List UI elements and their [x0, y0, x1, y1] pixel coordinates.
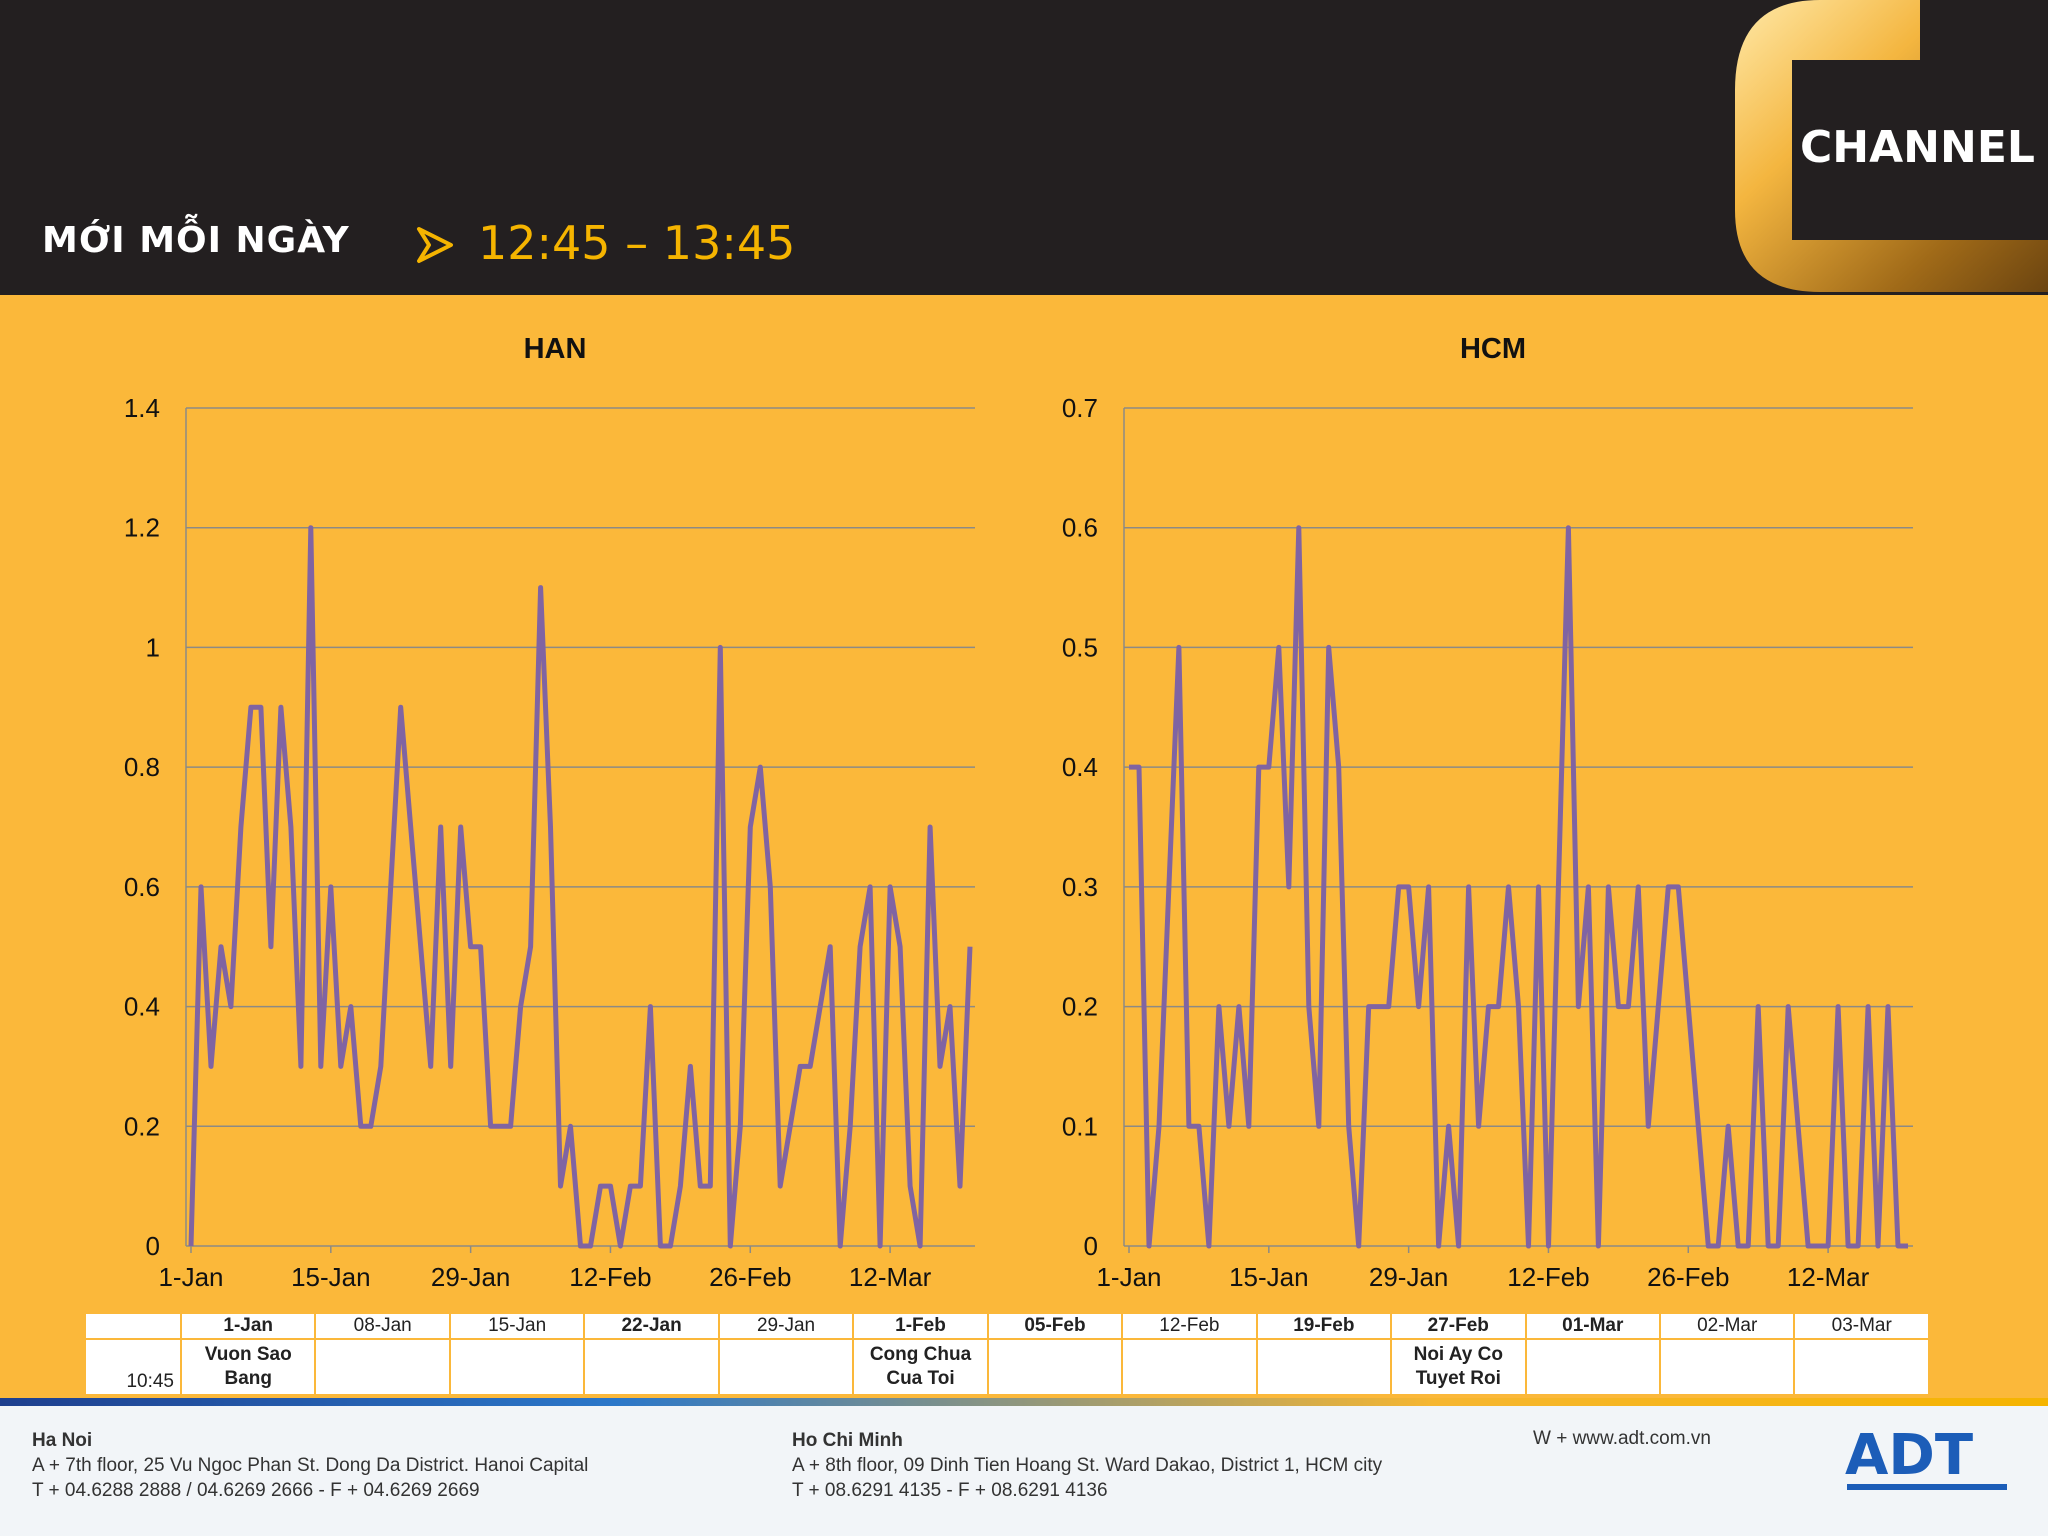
schedule-program-cell — [1793, 1338, 1930, 1396]
charts-area: HAN 0 0.2 0.4 0.6 0.8 1 1.2 1.4 1-Jan 15-Jan 29-Jan… — [124, 333, 1913, 1292]
schedule-date-cell: 22-Jan — [583, 1312, 720, 1340]
schedule-program-cell — [717, 1338, 855, 1396]
han-y-tick-label: 0.2 — [124, 1111, 160, 1141]
schedule-date-cell: 1-Feb — [852, 1312, 989, 1340]
schedule-program-cell — [314, 1338, 451, 1396]
schedule-date-cell: 15-Jan — [448, 1312, 586, 1340]
hcm-city: Ho Chi Minh — [792, 1430, 903, 1451]
hcm-phone: T + 08.6291 4135 - F + 08.6291 4136 — [792, 1480, 1108, 1501]
schedule-program-cell — [1255, 1338, 1393, 1396]
hcm-y-tick-label: 0.3 — [1062, 872, 1098, 902]
han-y-tick-label: 0.6 — [124, 872, 160, 902]
schedule-program-cell — [1658, 1338, 1796, 1396]
schedule-date-cell: 12-Feb — [1121, 1312, 1258, 1340]
adt-logo-text: ADT — [1845, 1426, 1973, 1488]
schedule-date-cell: 05-Feb — [986, 1312, 1124, 1340]
hcm-y-tick-label: 0.1 — [1062, 1111, 1098, 1141]
han-y-tick-label: 0.8 — [124, 752, 160, 782]
schedule-program-cell — [1121, 1338, 1258, 1396]
schedule-program-row: 10:45 Vuon Sao Bang Cong Chua Cua Toi Noi A… — [84, 1338, 1930, 1396]
hcm-x-tick-label: 29-Jan — [1369, 1262, 1449, 1292]
channel-logo: CHANNEL — [1735, 0, 2048, 292]
han-y-tick-label: 1 — [146, 632, 160, 662]
arrow-right-icon — [417, 227, 453, 263]
schedule-program-cell — [986, 1338, 1124, 1396]
footer-stripe — [0, 1398, 2048, 1406]
schedule-program-cell — [1524, 1338, 1661, 1396]
hcm-y-tick-label: 0.5 — [1062, 632, 1098, 662]
han-x-tick-label: 12-Mar — [849, 1262, 932, 1292]
schedule-date-cell: 27-Feb — [1390, 1312, 1527, 1340]
han-x-tick-label: 1-Jan — [158, 1262, 223, 1292]
han-x-tick-label: 29-Jan — [431, 1262, 511, 1292]
schedule-date-cell: 1-Jan — [179, 1312, 317, 1340]
schedule-date-cell: 03-Mar — [1793, 1312, 1930, 1340]
hcm-x-tick-label: 12-Feb — [1507, 1262, 1589, 1292]
hanoi-address: A + 7th floor, 25 Vu Ngoc Phan St. Dong … — [32, 1455, 589, 1476]
han-y-tick-label: 1.2 — [124, 513, 160, 543]
hcm-address-block: Ho Chi Minh A + 8th floor, 09 Dinh Tien … — [792, 1428, 1382, 1503]
hcm-x-tick-label: 26-Feb — [1647, 1262, 1729, 1292]
website-link[interactable]: W + www.adt.com.vn — [1533, 1428, 1711, 1449]
schedule-corner-cell — [84, 1312, 182, 1340]
schedule-program-cell: Noi Ay Co Tuyet Roi — [1390, 1338, 1527, 1396]
hcm-chart-title: HCM — [1460, 333, 1526, 365]
schedule-program-cell: Vuon Sao Bang — [179, 1338, 317, 1396]
hcm-y-tick-label: 0.2 — [1062, 992, 1098, 1022]
timeslot: 12:45 – 13:45 — [478, 216, 796, 270]
han-x-tick-label: 15-Jan — [291, 1262, 371, 1292]
schedule-time-cell: 10:45 — [84, 1338, 182, 1396]
schedule-program-cell: Cong Chua Cua Toi — [852, 1338, 989, 1396]
schedule-program-cell — [448, 1338, 586, 1396]
brand-title: MỚI MỖI NGÀY — [42, 220, 350, 261]
hcm-y-tick-label: 0 — [1084, 1231, 1098, 1261]
schedule-date-cell: 08-Jan — [314, 1312, 451, 1340]
hcm-x-tick-label: 1-Jan — [1096, 1262, 1161, 1292]
schedule-program-cell — [583, 1338, 720, 1396]
hcm-y-tick-label: 0.4 — [1062, 752, 1098, 782]
hanoi-city: Ha Noi — [32, 1430, 93, 1451]
schedule-table: 1-Jan 08-Jan 15-Jan 22-Jan 29-Jan 1-Feb 05-Feb… — [84, 1312, 1930, 1396]
hcm-y-tick-label: 0.6 — [1062, 513, 1098, 543]
han-chart-title: HAN — [524, 333, 587, 365]
schedule-date-cell: 19-Feb — [1255, 1312, 1393, 1340]
schedule-date-cell: 01-Mar — [1524, 1312, 1661, 1340]
adt-logo: ADT — [1845, 1426, 2007, 1490]
footer: Ha Noi A + 7th floor, 25 Vu Ngoc Phan St… — [0, 1406, 2048, 1536]
han-x-tick-label: 26-Feb — [709, 1262, 791, 1292]
schedule-date-row: 1-Jan 08-Jan 15-Jan 22-Jan 29-Jan 1-Feb 05-Feb… — [84, 1312, 1930, 1340]
header: MỚI MỖI NGÀY 12:45 – 13:45 CHANNEL — [0, 0, 2048, 295]
han-y-tick-label: 0 — [146, 1231, 160, 1261]
han-y-tick-label: 1.4 — [124, 393, 160, 423]
schedule-date-cell: 29-Jan — [717, 1312, 855, 1340]
channel-logo-text: CHANNEL — [1800, 122, 2035, 173]
hcm-address: A + 8th floor, 09 Dinh Tien Hoang St. Wa… — [792, 1455, 1383, 1476]
han-y-tick-label: 0.4 — [124, 992, 160, 1022]
hanoi-address-block: Ha Noi A + 7th floor, 25 Vu Ngoc Phan St… — [32, 1428, 588, 1503]
hcm-x-tick-label: 15-Jan — [1229, 1262, 1309, 1292]
hcm-x-tick-label: 12-Mar — [1787, 1262, 1870, 1292]
schedule-date-cell: 02-Mar — [1658, 1312, 1796, 1340]
han-x-tick-label: 12-Feb — [569, 1262, 651, 1292]
hanoi-phone: T + 04.6288 2888 / 04.6269 2666 - F + 04… — [32, 1480, 480, 1501]
hcm-y-tick-label: 0.7 — [1062, 393, 1098, 423]
